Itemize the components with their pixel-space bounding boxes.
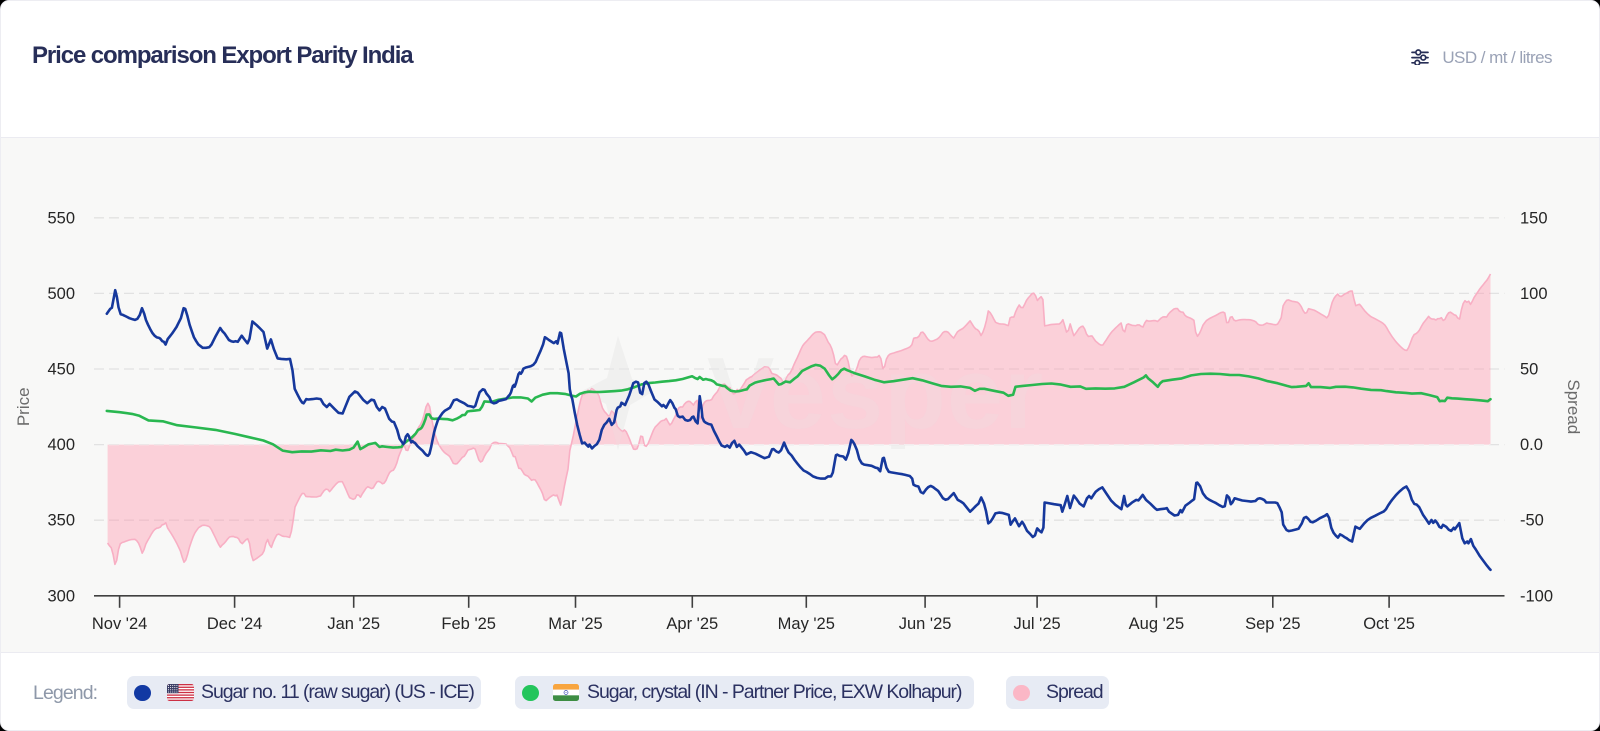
svg-text:Price: Price	[14, 387, 33, 426]
svg-text:Feb '25: Feb '25	[441, 615, 496, 633]
svg-text:Sep '25: Sep '25	[1245, 615, 1300, 633]
svg-text:450: 450	[47, 361, 75, 379]
svg-text:Jul '25: Jul '25	[1014, 615, 1061, 633]
svg-text:-50: -50	[1520, 512, 1544, 530]
svg-text:Oct '25: Oct '25	[1363, 615, 1415, 633]
svg-text:100: 100	[1520, 285, 1548, 303]
svg-text:Jan '25: Jan '25	[327, 615, 380, 633]
svg-text:0.0: 0.0	[1520, 436, 1543, 454]
svg-text:May '25: May '25	[778, 615, 835, 633]
svg-text:Jun '25: Jun '25	[899, 615, 952, 633]
svg-text:Mar '25: Mar '25	[548, 615, 603, 633]
svg-text:350: 350	[47, 512, 75, 530]
svg-text:300: 300	[47, 587, 75, 605]
svg-text:-100: -100	[1520, 587, 1553, 605]
svg-text:Nov '24: Nov '24	[92, 615, 147, 633]
svg-text:150: 150	[1520, 209, 1548, 227]
svg-text:400: 400	[47, 436, 75, 454]
svg-text:Dec '24: Dec '24	[207, 615, 262, 633]
svg-text:50: 50	[1520, 361, 1538, 379]
svg-text:Spread: Spread	[1564, 379, 1583, 434]
svg-text:550: 550	[47, 209, 75, 227]
svg-text:Aug '25: Aug '25	[1129, 615, 1184, 633]
svg-text:Apr '25: Apr '25	[666, 615, 718, 633]
svg-text:500: 500	[47, 285, 75, 303]
